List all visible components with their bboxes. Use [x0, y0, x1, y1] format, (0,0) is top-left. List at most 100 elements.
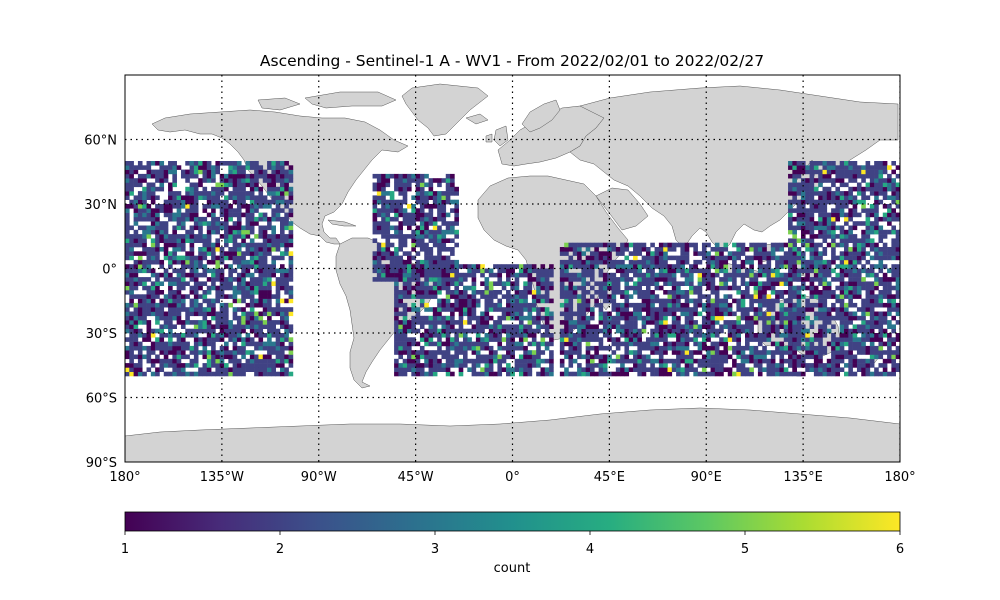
- heatmap-cell: [818, 221, 823, 226]
- heatmap-cell: [577, 277, 582, 282]
- heatmap-cell: [419, 264, 425, 269]
- heatmap-cell: [663, 298, 668, 304]
- heatmap-cell: [262, 281, 268, 286]
- heatmap-cell: [611, 277, 617, 282]
- heatmap-cell: [757, 242, 763, 248]
- heatmap-cell: [411, 363, 416, 368]
- heatmap-cell: [633, 285, 638, 291]
- heatmap-cell: [267, 324, 272, 329]
- heatmap-cell: [680, 251, 686, 256]
- heatmap-cell: [809, 251, 815, 256]
- heatmap-cell: [766, 298, 772, 304]
- heatmap-cell: [150, 229, 156, 235]
- heatmap-cell: [376, 225, 382, 231]
- heatmap-cell: [168, 186, 173, 192]
- heatmap-cell: [428, 268, 434, 274]
- heatmap-cell: [288, 311, 294, 317]
- heatmap-cell: [813, 268, 819, 274]
- heatmap-cell: [202, 281, 208, 286]
- heatmap-cell: [150, 285, 156, 291]
- heatmap-cell: [865, 345, 871, 351]
- heatmap-cell: [518, 294, 524, 299]
- heatmap-cell: [288, 186, 294, 192]
- heatmap-cell: [869, 328, 875, 334]
- heatmap-cell: [125, 178, 130, 183]
- heatmap-cell: [693, 337, 698, 342]
- heatmap-cell: [624, 264, 630, 269]
- heatmap-cell: [564, 298, 569, 304]
- heatmap-cell: [176, 371, 182, 377]
- heatmap-cell: [788, 350, 793, 355]
- heatmap-cell: [757, 298, 763, 304]
- heatmap-cell: [450, 341, 455, 347]
- heatmap-cell: [527, 272, 533, 278]
- heatmap-cell: [637, 345, 642, 351]
- heatmap-cell: [458, 272, 464, 278]
- heatmap-cell: [133, 337, 139, 342]
- heatmap-cell: [411, 285, 416, 291]
- heatmap-cell: [411, 216, 416, 222]
- heatmap-cell: [372, 173, 378, 179]
- heatmap-cell: [697, 350, 703, 355]
- heatmap-cell: [514, 302, 520, 308]
- heatmap-cell: [284, 186, 289, 192]
- heatmap-cell: [137, 251, 143, 256]
- heatmap-cell: [544, 298, 550, 304]
- heatmap-cell: [280, 195, 285, 200]
- heatmap-cell: [176, 367, 182, 372]
- heatmap-cell: [224, 277, 229, 282]
- heatmap-cell: [753, 315, 759, 321]
- heatmap-cell: [684, 371, 690, 377]
- heatmap-cell: [415, 320, 421, 325]
- heatmap-cell: [800, 229, 806, 235]
- heatmap-cell: [891, 208, 896, 213]
- heatmap-cell: [402, 216, 408, 222]
- heatmap-cell: [185, 259, 190, 265]
- heatmap-cell: [523, 298, 528, 304]
- heatmap-cell: [818, 208, 823, 213]
- heatmap-cell: [658, 307, 664, 312]
- heatmap-cell: [398, 302, 404, 308]
- heatmap-cell: [198, 350, 203, 355]
- heatmap-cell: [581, 268, 586, 274]
- heatmap-cell: [770, 367, 776, 372]
- heatmap-cell: [800, 311, 806, 317]
- heatmap-cell: [736, 247, 741, 252]
- heatmap-cell: [168, 345, 173, 351]
- heatmap-cell: [129, 298, 134, 304]
- heatmap-cell: [232, 259, 238, 265]
- heatmap-cell: [714, 315, 720, 321]
- heatmap-cell: [454, 345, 459, 351]
- heatmap-cell: [710, 277, 716, 282]
- heatmap-cell: [788, 294, 793, 299]
- heatmap-cell: [658, 251, 664, 256]
- heatmap-cell: [441, 208, 447, 213]
- heatmap-cell: [480, 268, 485, 274]
- heatmap-cell: [441, 307, 447, 312]
- heatmap-cell: [835, 186, 841, 192]
- heatmap-cell: [822, 195, 828, 200]
- heatmap-cell: [620, 371, 625, 377]
- heatmap-cell: [727, 277, 733, 282]
- heatmap-cell: [676, 358, 681, 364]
- heatmap-cell: [224, 255, 229, 261]
- heatmap-cell: [667, 247, 673, 252]
- heatmap-cell: [445, 324, 451, 329]
- heatmap-cell: [611, 341, 617, 347]
- heatmap-cell: [615, 324, 621, 329]
- heatmap-cell: [125, 182, 130, 188]
- heatmap-cell: [155, 247, 160, 252]
- heatmap-cell: [189, 208, 195, 213]
- heatmap-cell: [792, 272, 797, 278]
- heatmap-cell: [671, 242, 677, 248]
- heatmap-cell: [180, 294, 186, 299]
- heatmap-cell: [818, 354, 823, 360]
- heatmap-cell: [602, 242, 608, 248]
- heatmap-cell: [762, 285, 767, 291]
- heatmap-cell: [198, 294, 203, 299]
- heatmap-cell: [775, 294, 780, 299]
- heatmap-cell: [506, 354, 511, 360]
- heatmap-cell: [236, 315, 242, 321]
- heatmap-cell: [424, 259, 429, 265]
- heatmap-cell: [254, 221, 259, 226]
